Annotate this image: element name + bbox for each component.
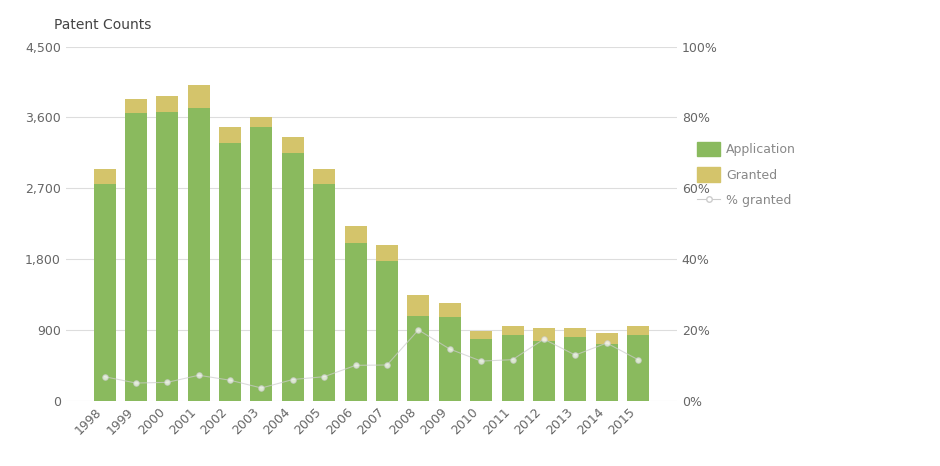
Bar — [219, 127, 241, 143]
Bar — [219, 143, 241, 401]
Bar — [345, 226, 367, 243]
Bar — [564, 328, 587, 337]
Bar — [282, 153, 304, 401]
Bar — [282, 137, 304, 153]
Bar — [502, 326, 524, 335]
Bar — [125, 98, 147, 114]
Bar — [376, 245, 398, 260]
Bar — [533, 341, 555, 401]
Bar — [188, 108, 210, 401]
Bar — [376, 260, 398, 401]
Bar — [627, 326, 649, 335]
Bar — [533, 329, 555, 341]
Bar — [439, 317, 461, 401]
Bar — [470, 331, 493, 339]
Bar — [627, 335, 649, 401]
Bar — [407, 316, 430, 401]
Bar — [94, 185, 116, 401]
Bar — [125, 114, 147, 401]
Legend: Application, Granted, % granted: Application, Granted, % granted — [693, 137, 801, 212]
Text: Patent Counts: Patent Counts — [54, 18, 151, 32]
Bar — [407, 295, 430, 316]
Bar — [156, 112, 179, 401]
Bar — [156, 96, 179, 112]
Bar — [596, 344, 618, 401]
Bar — [94, 169, 116, 185]
Bar — [313, 185, 336, 401]
Bar — [596, 333, 618, 344]
Bar — [188, 85, 210, 108]
Bar — [470, 339, 493, 401]
Bar — [250, 116, 273, 127]
Bar — [250, 127, 273, 401]
Bar — [564, 337, 587, 401]
Bar — [313, 169, 336, 185]
Bar — [502, 335, 524, 401]
Bar — [345, 243, 367, 401]
Bar — [439, 303, 461, 317]
